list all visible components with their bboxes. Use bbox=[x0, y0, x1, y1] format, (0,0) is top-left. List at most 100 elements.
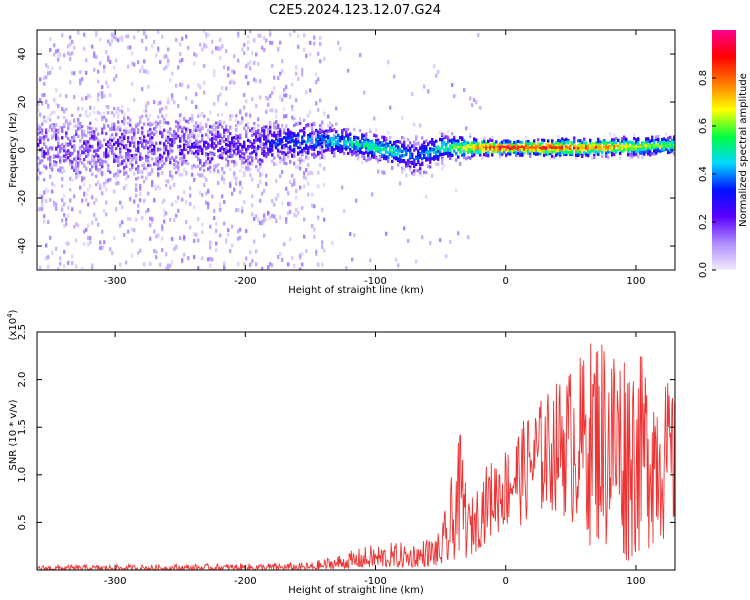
heatmap-cell bbox=[321, 207, 324, 212]
heatmap-cell bbox=[115, 181, 118, 186]
heatmap-cell bbox=[319, 59, 322, 64]
heatmap-cell bbox=[255, 103, 258, 108]
heatmap-cell bbox=[269, 143, 272, 148]
heatmap-cell bbox=[289, 133, 292, 138]
heatmap-cell bbox=[415, 142, 418, 146]
heatmap-cell bbox=[263, 135, 266, 139]
heatmap-cell bbox=[259, 138, 262, 143]
heatmap-cell bbox=[667, 144, 670, 148]
spectrogram-x-label: Height of straight line (km) bbox=[288, 285, 424, 296]
heatmap-cell bbox=[85, 139, 88, 144]
heatmap-cell bbox=[533, 148, 536, 153]
heatmap-cell bbox=[313, 155, 316, 159]
heatmap-cell bbox=[593, 149, 596, 153]
heatmap-cell bbox=[319, 98, 322, 103]
heatmap-cell bbox=[229, 152, 232, 157]
heatmap-cell bbox=[159, 141, 162, 145]
heatmap-cell bbox=[71, 113, 74, 117]
heatmap-cell bbox=[315, 101, 318, 106]
heatmap-cell bbox=[217, 149, 220, 153]
heatmap-cell bbox=[353, 144, 356, 148]
heatmap-cell bbox=[107, 154, 110, 158]
heatmap-cell bbox=[415, 259, 418, 264]
heatmap-cell bbox=[111, 150, 114, 155]
heatmap-cell bbox=[73, 45, 76, 50]
heatmap-cell bbox=[259, 173, 262, 177]
heatmap-cell bbox=[83, 183, 86, 187]
heatmap-cell bbox=[243, 42, 246, 47]
heatmap-cell bbox=[277, 135, 280, 140]
heatmap-cell bbox=[55, 137, 58, 141]
heatmap-cell bbox=[183, 116, 186, 121]
heatmap-cell bbox=[121, 161, 124, 166]
heatmap-cell bbox=[271, 63, 274, 68]
heatmap-cell bbox=[83, 141, 86, 145]
heatmap-cell bbox=[53, 52, 56, 57]
heatmap-cell bbox=[95, 174, 98, 178]
heatmap-cell bbox=[243, 173, 246, 178]
heatmap-cell bbox=[157, 115, 160, 119]
heatmap-cell bbox=[295, 71, 298, 76]
heatmap-cell bbox=[473, 149, 476, 153]
heatmap-cell bbox=[473, 146, 476, 150]
heatmap-cell bbox=[181, 160, 184, 164]
heatmap-cell bbox=[235, 144, 238, 149]
heatmap-cell bbox=[279, 139, 282, 144]
heatmap-cell bbox=[225, 86, 228, 91]
heatmap-cell bbox=[667, 136, 670, 141]
heatmap-cell bbox=[235, 114, 238, 118]
heatmap-cell bbox=[223, 178, 226, 182]
heatmap-cell bbox=[667, 148, 670, 152]
heatmap-cell bbox=[297, 44, 300, 49]
heatmap-cell bbox=[331, 124, 334, 128]
heatmap-cell bbox=[61, 218, 64, 223]
snr-series bbox=[37, 343, 675, 570]
heatmap-cell bbox=[45, 151, 48, 156]
heatmap-cell bbox=[475, 100, 478, 105]
heatmap-cell bbox=[379, 155, 382, 160]
heatmap-cell bbox=[257, 183, 260, 188]
heatmap-cell bbox=[561, 141, 564, 145]
heatmap-cell bbox=[659, 144, 662, 148]
heatmap-cell bbox=[227, 162, 230, 167]
heatmap-cell bbox=[107, 55, 110, 60]
heatmap-cell bbox=[455, 142, 458, 146]
heatmap-cell bbox=[131, 253, 134, 258]
heatmap-cell bbox=[137, 176, 140, 180]
heatmap-cell bbox=[273, 156, 276, 160]
heatmap-cell bbox=[309, 170, 312, 175]
heatmap-cell bbox=[309, 110, 312, 115]
heatmap-cell bbox=[309, 52, 312, 57]
heatmap-cell bbox=[87, 160, 90, 164]
heatmap-cell bbox=[589, 138, 592, 142]
heatmap-cell bbox=[427, 150, 430, 154]
heatmap-cell bbox=[229, 149, 232, 154]
heatmap-cell bbox=[47, 255, 50, 260]
heatmap-cell bbox=[207, 152, 210, 157]
heatmap-cell bbox=[383, 143, 386, 147]
heatmap-cell bbox=[463, 87, 466, 92]
heatmap-cell bbox=[163, 117, 166, 121]
heatmap-cell bbox=[387, 130, 390, 135]
heatmap-cell bbox=[77, 150, 80, 154]
heatmap-cell bbox=[77, 126, 80, 130]
heatmap-cell bbox=[111, 251, 114, 256]
heatmap-cell bbox=[137, 142, 140, 146]
heatmap-cell bbox=[439, 147, 442, 151]
heatmap-cell bbox=[581, 148, 584, 152]
heatmap-cell bbox=[613, 138, 616, 142]
heatmap-cell bbox=[77, 122, 80, 126]
heatmap-cell bbox=[69, 176, 72, 180]
heatmap-cell bbox=[107, 111, 110, 115]
heatmap-cell bbox=[445, 135, 448, 139]
heatmap-cell bbox=[317, 152, 320, 156]
heatmap-cell bbox=[271, 90, 274, 95]
heatmap-cell bbox=[545, 152, 548, 156]
heatmap-cell bbox=[405, 161, 408, 166]
heatmap-cell bbox=[73, 124, 76, 129]
heatmap-cell bbox=[271, 143, 274, 147]
heatmap-cell bbox=[321, 137, 324, 142]
heatmap-cell bbox=[409, 160, 412, 164]
heatmap-cell bbox=[149, 223, 152, 228]
heatmap-cell bbox=[355, 198, 358, 203]
